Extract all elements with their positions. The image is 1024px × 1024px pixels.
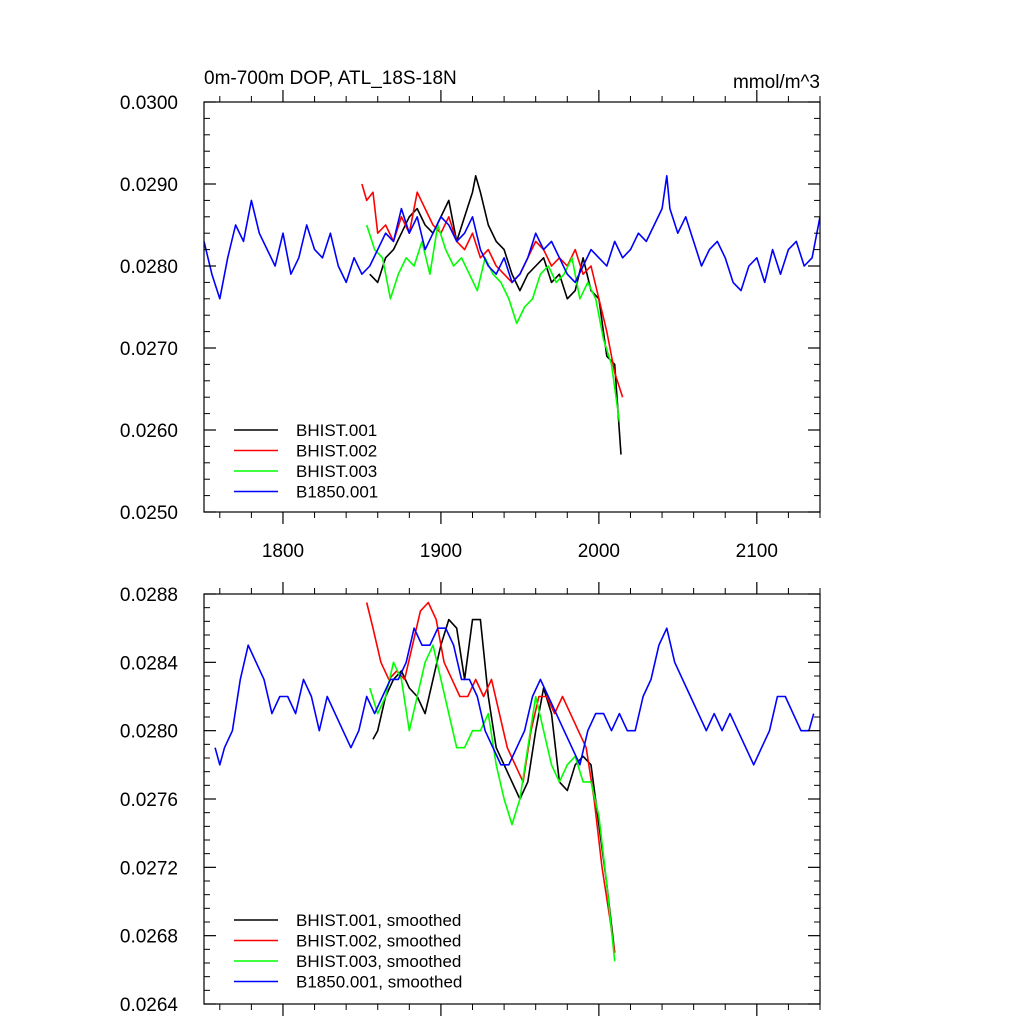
y-tick-label: 0.0280 xyxy=(120,257,178,278)
legend-label: BHIST.002 xyxy=(296,442,377,461)
top-panel-units: mmol/m^3 xyxy=(733,72,820,93)
y-tick-label: 0.0290 xyxy=(120,175,178,196)
y-tick-label: 0.0300 xyxy=(120,93,178,114)
series-line-bhist-003-smoothed xyxy=(369,644,616,962)
legend-label: BHIST.001, smoothed xyxy=(296,911,461,930)
legend-label: BHIST.001 xyxy=(296,421,377,440)
y-tick-label: 0.0276 xyxy=(120,790,178,811)
series-group xyxy=(214,601,815,962)
series-line-bhist-002 xyxy=(361,183,624,398)
y-tick-label: 0.0280 xyxy=(120,722,178,743)
series-line-bhist-003 xyxy=(365,224,621,422)
y-tick-label: 0.0270 xyxy=(120,339,178,360)
y-tick-label: 0.0264 xyxy=(120,995,179,1016)
y-tick-label: 0.0288 xyxy=(120,585,178,606)
legend-label: B1850.001 xyxy=(296,483,378,502)
series-line-b1850-001 xyxy=(204,175,820,300)
y-tick-label: 0.0272 xyxy=(120,858,178,879)
x-tick-label: 2000 xyxy=(578,541,620,562)
series-line-bhist-001-smoothed xyxy=(372,618,616,953)
legend-label: BHIST.003 xyxy=(296,462,377,481)
y-tick-label: 0.0260 xyxy=(120,421,178,442)
legend-label: B1850.001, smoothed xyxy=(296,973,462,992)
x-tick-label: 1800 xyxy=(262,541,304,562)
x-tick-label: 1900 xyxy=(420,541,462,562)
y-tick-label: 0.0284 xyxy=(120,653,179,674)
y-tick-label: 0.0268 xyxy=(120,927,178,948)
plot-frame xyxy=(203,101,821,513)
series-line-bhist-002-smoothed xyxy=(365,601,616,953)
x-tick-label: 2100 xyxy=(736,541,778,562)
legend-label: BHIST.003, smoothed xyxy=(296,952,461,971)
y-tick-label: 0.0250 xyxy=(120,503,178,524)
top-panel: 0.0250 0.0260 0.0270 0.0280 0.0290 0.0300 1800… xyxy=(120,90,821,562)
series-line-b1850-001-smoothed xyxy=(214,627,815,766)
series-group xyxy=(204,175,820,455)
legend-label: BHIST.002, smoothed xyxy=(296,932,461,951)
bottom-panel: 0.0264 0.0268 0.0272 0.0276 0.0280 0.0284 0.02… xyxy=(120,582,821,1016)
top-panel-title: 0m-700m DOP, ATL_18S-18N xyxy=(204,68,457,89)
